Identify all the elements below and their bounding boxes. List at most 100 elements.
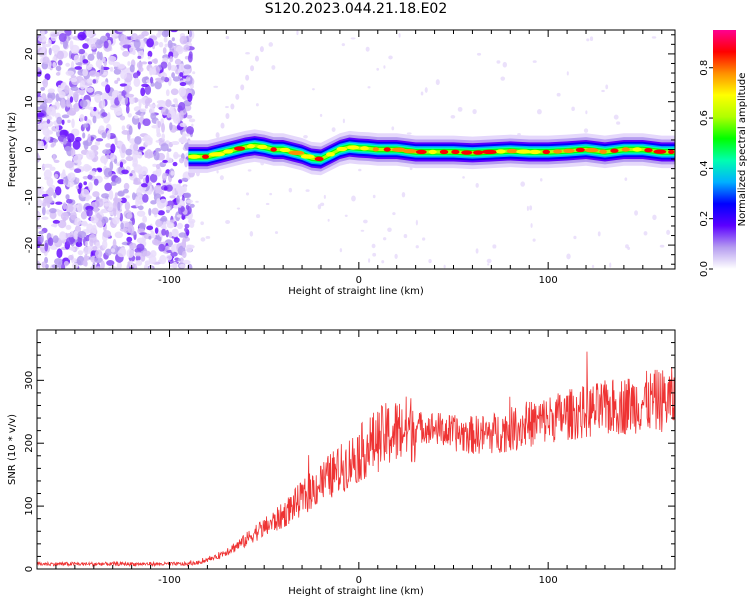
noise-speckle [119, 83, 128, 87]
noise-speckle [120, 197, 127, 204]
faint-speckle [589, 36, 594, 42]
signal-hotspot [451, 149, 460, 155]
noise-speckle [125, 195, 130, 199]
streak-speckle [235, 93, 240, 100]
signal-hotspot [188, 154, 201, 159]
colorbar-label: Normalized spectral amplitude [737, 73, 748, 227]
faint-speckle [529, 205, 533, 211]
faint-speckle [387, 227, 392, 233]
faint-speckle [303, 134, 308, 139]
faint-speckle [341, 43, 346, 47]
faint-speckle [382, 237, 387, 241]
faint-speckle [583, 128, 589, 133]
noise-speckle [82, 43, 89, 49]
noise-speckle [177, 258, 181, 262]
noise-speckle [85, 197, 90, 202]
noise-speckle [110, 248, 116, 253]
noise-speckle [52, 235, 59, 244]
noise-speckle [179, 263, 186, 269]
noise-speckle [44, 195, 53, 204]
noise-speckle [76, 177, 80, 183]
noise-speckle [47, 39, 52, 47]
faint-speckle [585, 110, 588, 115]
noise-speckle [171, 140, 180, 146]
faint-speckle [502, 61, 508, 68]
faint-speckle [312, 88, 315, 91]
noise-speckle [42, 127, 50, 136]
noise-speckle [184, 80, 193, 85]
noise-speckle [178, 157, 185, 164]
noise-speckle [79, 99, 88, 108]
noise-speckle [158, 243, 166, 252]
noise-speckle [182, 259, 191, 265]
noise-speckle [166, 254, 173, 261]
noise-speckle [187, 92, 193, 102]
noise-speckle [61, 114, 70, 119]
noise-speckle [101, 208, 107, 213]
noise-speckle [72, 204, 80, 208]
noise-speckle [82, 132, 86, 139]
noise-speckle [102, 230, 112, 238]
noise-speckle [51, 107, 57, 117]
faint-speckle [249, 231, 254, 237]
signal-hotspot [553, 149, 563, 154]
faint-speckle [192, 71, 196, 75]
noise-speckle [140, 113, 144, 118]
noise-speckle [40, 30, 45, 38]
noise-speckle [70, 77, 78, 83]
noise-speckle [128, 125, 133, 135]
noise-speckle [154, 80, 162, 90]
noise-speckle [65, 62, 71, 67]
faint-speckle [371, 243, 376, 249]
noise-speckle [178, 86, 187, 97]
snr-ytick-label: 200 [24, 434, 35, 453]
noise-speckle [162, 221, 167, 230]
noise-speckle [157, 30, 162, 36]
noise-speckle [121, 143, 126, 154]
noise-speckle [145, 174, 150, 184]
noise-speckle [150, 112, 157, 120]
faint-speckle [319, 113, 323, 117]
snr-xtick-label: 100 [539, 575, 558, 586]
noise-speckle [67, 172, 76, 182]
spec-ytick-label: 0 [24, 146, 35, 152]
noise-speckle [82, 59, 89, 64]
noise-speckle [121, 169, 129, 175]
faint-speckle [486, 258, 492, 264]
noise-speckle [182, 250, 187, 259]
signal-hotspot [529, 149, 541, 155]
noise-speckle [108, 217, 112, 221]
noise-speckle [105, 84, 111, 94]
noise-speckle [183, 64, 192, 70]
noise-speckle [92, 79, 97, 84]
noise-speckle [101, 239, 108, 250]
noise-speckle [56, 116, 63, 125]
noise-speckle [88, 181, 93, 191]
noise-speckle [103, 40, 109, 49]
noise-speckle [124, 96, 129, 105]
noise-speckle [147, 61, 153, 65]
noise-speckle [45, 97, 53, 104]
noise-speckle [66, 236, 75, 245]
noise-speckle [64, 145, 72, 152]
noise-speckle [185, 199, 194, 204]
noise-speckle [82, 246, 92, 255]
noise-speckle [161, 228, 167, 236]
noise-speckle [37, 260, 41, 269]
noise-speckle [129, 242, 137, 249]
noise-speckle [101, 99, 106, 109]
noise-speckle [186, 125, 194, 135]
noise-speckle [101, 216, 109, 224]
faint-speckle [245, 52, 250, 55]
noise-speckle [156, 100, 166, 104]
faint-speckle [317, 204, 322, 210]
noise-speckle [77, 230, 87, 239]
noise-speckle [129, 96, 135, 105]
noise-speckle [157, 210, 165, 216]
noise-speckle [49, 210, 57, 220]
noise-speckle [142, 118, 151, 127]
faint-speckle [358, 168, 362, 172]
colorbar: 0.0 0.2 0.4 0.6 0.8 Normalized spectral ampli… [699, 30, 748, 277]
noise-speckle [109, 66, 114, 72]
colorbar-tick-label: 0.8 [699, 60, 710, 76]
